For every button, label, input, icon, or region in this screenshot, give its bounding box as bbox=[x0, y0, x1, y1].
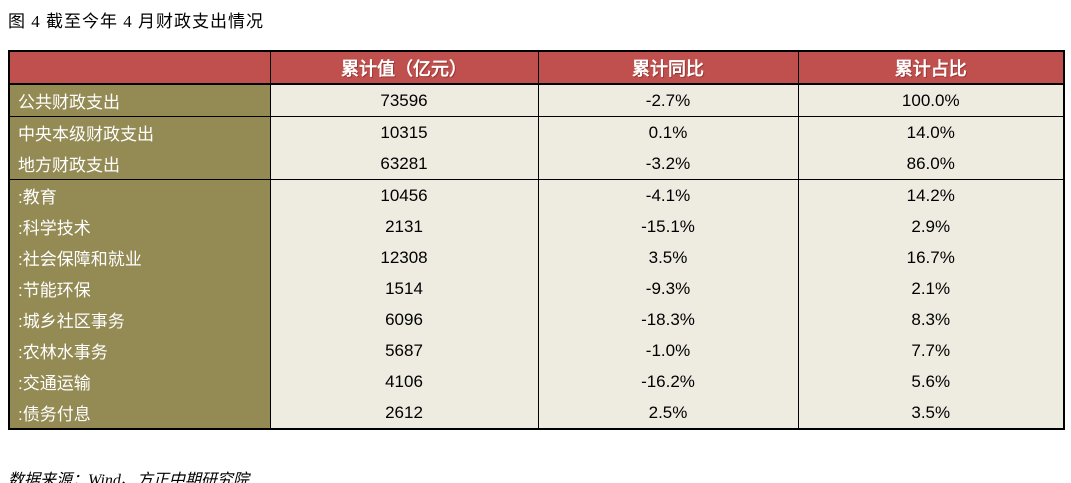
table-header-row: 累计值（亿元） 累计同比 累计占比 bbox=[9, 51, 1064, 85]
row-cumulative-share: 100.0% bbox=[797, 83, 1064, 117]
row-cumulative-share: 7.7% bbox=[797, 335, 1064, 366]
row-label: :科学技术 bbox=[9, 211, 270, 242]
row-cumulative-value: 2131 bbox=[269, 211, 538, 242]
row-cumulative-yoy: 3.5% bbox=[537, 242, 798, 273]
row-cumulative-yoy: -4.1% bbox=[537, 179, 798, 211]
row-cumulative-value: 1514 bbox=[269, 273, 538, 304]
row-label: :交通运输 bbox=[9, 366, 270, 397]
row-cumulative-yoy: -2.7% bbox=[537, 83, 798, 117]
row-cumulative-yoy: -9.3% bbox=[537, 273, 798, 304]
row-cumulative-value: 2612 bbox=[269, 397, 538, 429]
figure-title: 图 4 截至今年 4 月财政支出情况 bbox=[8, 12, 264, 31]
table-row: :债务付息 2612 2.5% 3.5% bbox=[9, 397, 1064, 429]
row-label: :债务付息 bbox=[9, 397, 270, 429]
row-label: :城乡社区事务 bbox=[9, 304, 270, 335]
table-row: :社会保障和就业 12308 3.5% 16.7% bbox=[9, 242, 1064, 273]
table-row: :节能环保 1514 -9.3% 2.1% bbox=[9, 273, 1064, 304]
row-cumulative-share: 3.5% bbox=[797, 397, 1064, 429]
row-cumulative-value: 10315 bbox=[269, 116, 538, 148]
header-empty-cell bbox=[9, 51, 270, 85]
table-row: :教育 10456 -4.1% 14.2% bbox=[9, 179, 1064, 211]
row-label: :农林水事务 bbox=[9, 335, 270, 366]
header-cumulative-yoy: 累计同比 bbox=[537, 51, 798, 85]
table-row: 地方财政支出 63281 -3.2% 86.0% bbox=[9, 148, 1064, 180]
fiscal-expenditure-table: 累计值（亿元） 累计同比 累计占比 公共财政支出 73596 -2.7% 100… bbox=[8, 50, 1065, 430]
row-label: :节能环保 bbox=[9, 273, 270, 304]
row-label: 地方财政支出 bbox=[9, 148, 270, 180]
row-cumulative-share: 2.1% bbox=[797, 273, 1064, 304]
row-cumulative-value: 73596 bbox=[269, 83, 538, 117]
row-cumulative-value: 10456 bbox=[269, 179, 538, 211]
row-cumulative-yoy: -3.2% bbox=[537, 148, 798, 180]
row-label: :社会保障和就业 bbox=[9, 242, 270, 273]
row-cumulative-yoy: -1.0% bbox=[537, 335, 798, 366]
row-cumulative-value: 12308 bbox=[269, 242, 538, 273]
row-cumulative-value: 63281 bbox=[269, 148, 538, 180]
row-cumulative-yoy: 0.1% bbox=[537, 116, 798, 148]
row-cumulative-share: 5.6% bbox=[797, 366, 1064, 397]
table-row: :农林水事务 5687 -1.0% 7.7% bbox=[9, 335, 1064, 366]
row-cumulative-value: 5687 bbox=[269, 335, 538, 366]
row-cumulative-share: 86.0% bbox=[797, 148, 1064, 180]
row-cumulative-value: 6096 bbox=[269, 304, 538, 335]
row-label: 公共财政支出 bbox=[9, 83, 270, 117]
table-row: 公共财政支出 73596 -2.7% 100.0% bbox=[9, 83, 1064, 117]
row-cumulative-yoy: -18.3% bbox=[537, 304, 798, 335]
row-cumulative-yoy: -15.1% bbox=[537, 211, 798, 242]
row-cumulative-share: 2.9% bbox=[797, 211, 1064, 242]
row-cumulative-share: 14.0% bbox=[797, 116, 1064, 148]
data-source-note: 数据来源：Wind、方正中期研究院 bbox=[8, 472, 249, 483]
row-label: 中央本级财政支出 bbox=[9, 116, 270, 148]
row-cumulative-share: 16.7% bbox=[797, 242, 1064, 273]
row-label: :教育 bbox=[9, 179, 270, 211]
table-row: 中央本级财政支出 10315 0.1% 14.0% bbox=[9, 116, 1064, 148]
row-cumulative-share: 8.3% bbox=[797, 304, 1064, 335]
row-cumulative-value: 4106 bbox=[269, 366, 538, 397]
header-cumulative-value: 累计值（亿元） bbox=[269, 51, 538, 85]
table-row: :城乡社区事务 6096 -18.3% 8.3% bbox=[9, 304, 1064, 335]
row-cumulative-share: 14.2% bbox=[797, 179, 1064, 211]
table-row: :交通运输 4106 -16.2% 5.6% bbox=[9, 366, 1064, 397]
table-row: :科学技术 2131 -15.1% 2.9% bbox=[9, 211, 1064, 242]
header-cumulative-share: 累计占比 bbox=[797, 51, 1064, 85]
table-body: 公共财政支出 73596 -2.7% 100.0% 中央本级财政支出 10315… bbox=[9, 83, 1064, 429]
row-cumulative-yoy: -16.2% bbox=[537, 366, 798, 397]
row-cumulative-yoy: 2.5% bbox=[537, 397, 798, 429]
